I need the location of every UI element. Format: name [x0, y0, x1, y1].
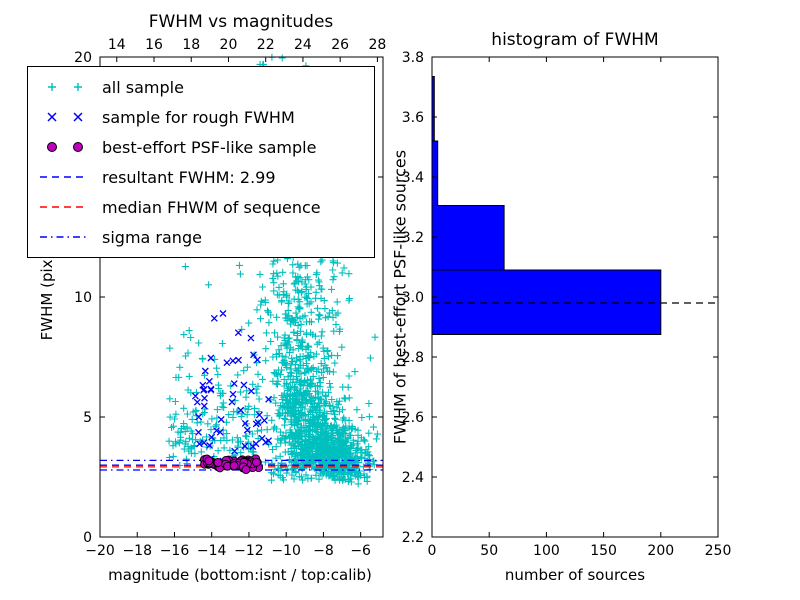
legend-item-psf-sample: best-effort PSF-like sample	[28, 132, 374, 162]
dashdot-line-icon	[40, 236, 88, 238]
psf-sample-points	[199, 454, 264, 475]
x-marker-icon	[47, 112, 83, 122]
legend-label: best-effort PSF-like sample	[102, 137, 317, 157]
legend-item-all-sample: all sample	[28, 72, 374, 102]
legend-label: sample for rough FWHM	[102, 107, 295, 127]
left-chart-title: FWHM vs magnitudes	[148, 12, 334, 32]
svg-text:200: 200	[647, 543, 674, 559]
svg-text:20: 20	[74, 50, 92, 66]
right-chart-title: histogram of FWHM	[491, 30, 659, 50]
legend-label: sigma range	[102, 227, 202, 247]
plus-marker-icon	[48, 83, 82, 91]
svg-text:0: 0	[428, 543, 437, 559]
svg-text:20: 20	[220, 37, 238, 53]
svg-text:−20: −20	[85, 543, 115, 559]
svg-text:10: 10	[74, 290, 92, 306]
svg-text:2.2: 2.2	[402, 530, 424, 546]
svg-text:24: 24	[294, 37, 312, 53]
legend-label: all sample	[102, 77, 184, 97]
svg-text:250: 250	[705, 543, 732, 559]
svg-text:22: 22	[257, 37, 275, 53]
svg-text:−18: −18	[122, 543, 152, 559]
svg-text:3.4: 3.4	[402, 170, 424, 186]
svg-text:3.8: 3.8	[402, 50, 424, 66]
svg-text:16: 16	[145, 37, 163, 53]
legend-item-rough-fwhm: sample for rough FWHM	[28, 102, 374, 132]
circle-marker-icon	[47, 142, 83, 152]
legend-item-median-fwhm: median FHWM of sequence	[28, 192, 374, 222]
svg-text:0: 0	[83, 530, 92, 546]
legend-label: resultant FWHM: 2.99	[102, 167, 276, 187]
svg-text:3.6: 3.6	[402, 110, 424, 126]
svg-text:3.2: 3.2	[402, 230, 424, 246]
legend: all sample sample for rough FWHM best-ef…	[27, 66, 375, 258]
svg-text:100: 100	[533, 543, 560, 559]
legend-item-resultant-fwhm: resultant FWHM: 2.99	[28, 162, 374, 192]
svg-text:−12: −12	[234, 543, 264, 559]
rough-fwhm-points	[191, 310, 273, 470]
svg-text:−6: −6	[350, 543, 371, 559]
left-xaxis-label: magnitude (bottom:isnt / top:calib)	[108, 566, 372, 584]
svg-text:−14: −14	[197, 543, 227, 559]
svg-text:26: 26	[331, 37, 349, 53]
legend-label: median FHWM of sequence	[102, 197, 321, 217]
histogram-bars	[431, 76, 662, 335]
svg-text:150: 150	[590, 543, 617, 559]
svg-text:14: 14	[108, 37, 126, 53]
svg-text:18: 18	[182, 37, 200, 53]
svg-text:3.0: 3.0	[402, 290, 424, 306]
legend-item-sigma-range: sigma range	[28, 222, 374, 252]
svg-text:2.8: 2.8	[402, 350, 424, 366]
svg-text:50: 50	[480, 543, 498, 559]
dashed-line-icon	[40, 206, 88, 208]
svg-text:−8: −8	[313, 543, 334, 559]
left-yaxis-label: FWHM (pix)	[38, 253, 56, 341]
svg-text:−10: −10	[271, 543, 301, 559]
right-yaxis-label: FWHM of best-effort PSF-like sources	[390, 149, 410, 445]
svg-text:28: 28	[369, 37, 387, 53]
svg-text:2.4: 2.4	[402, 470, 424, 486]
svg-text:5: 5	[83, 410, 92, 426]
right-xaxis-label: number of sources	[504, 566, 646, 584]
axes: −20 −18 −16 −14 −12 −10 −8 −6 14 16 18 20 22 24 26 28 0 5…	[74, 37, 731, 559]
svg-text:2.6: 2.6	[402, 410, 424, 426]
dashed-line-icon	[40, 176, 88, 178]
svg-text:−16: −16	[160, 543, 190, 559]
reference-hlines	[100, 459, 383, 471]
